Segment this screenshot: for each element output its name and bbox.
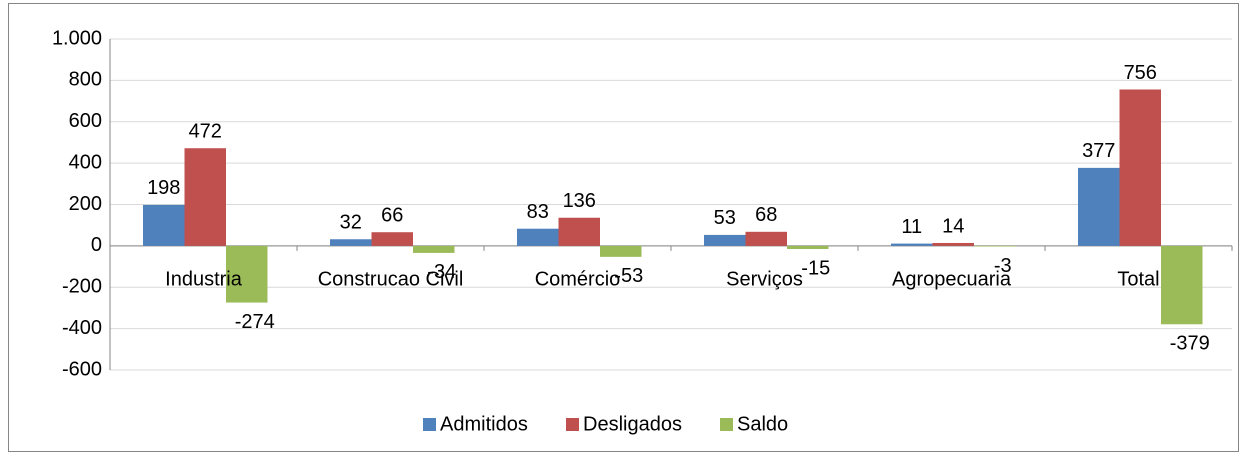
bar	[371, 232, 413, 246]
value-label: 53	[714, 207, 736, 229]
value-label: 472	[189, 121, 222, 143]
value-label: 377	[1082, 140, 1115, 162]
bar	[226, 245, 268, 303]
value-label: 32	[340, 212, 362, 234]
bar	[974, 245, 1016, 247]
bar	[517, 228, 559, 246]
bar	[413, 245, 455, 253]
value-label: 136	[563, 190, 596, 212]
x-tick-label: Industria	[165, 268, 243, 290]
bar	[600, 245, 642, 257]
x-tick-label: Construcao Civil	[318, 268, 464, 290]
value-label: 11	[901, 216, 922, 238]
value-label: 14	[942, 215, 964, 237]
legend-label: Admitidos	[440, 413, 528, 435]
value-label: -34	[427, 261, 456, 283]
bar	[1078, 167, 1120, 246]
bar	[704, 234, 746, 246]
y-tick-label: 600	[69, 110, 102, 132]
value-label: -53	[614, 265, 643, 287]
y-tick-label: -400	[62, 317, 102, 339]
value-label: 68	[755, 204, 777, 226]
x-tick-label: Agropecuaria	[892, 268, 1012, 290]
value-label: 83	[527, 201, 549, 223]
legend-swatch	[423, 418, 436, 431]
bar	[143, 204, 185, 246]
legend-label: Saldo	[737, 413, 788, 435]
x-tick-label: Total	[1117, 268, 1159, 290]
bar	[330, 239, 372, 246]
x-tick-label: Serviços	[726, 268, 803, 290]
y-tick-label: -200	[62, 276, 102, 298]
value-label: 66	[381, 205, 403, 227]
legend-swatch	[720, 418, 733, 431]
bar	[891, 243, 933, 246]
value-label: 198	[147, 177, 180, 199]
y-tick-label: 200	[69, 193, 102, 215]
y-tick-label: 0	[91, 234, 102, 256]
x-tick-label: Comércio	[535, 268, 621, 290]
bar	[745, 231, 787, 246]
value-label: -274	[235, 311, 275, 333]
y-tick-label: 1.000	[52, 27, 102, 49]
y-tick-label: -600	[62, 358, 102, 380]
bar	[932, 242, 974, 246]
bar	[184, 148, 226, 246]
y-tick-label: 400	[69, 151, 102, 173]
legend-swatch	[566, 418, 579, 431]
value-label: -3	[994, 255, 1012, 277]
bar	[1119, 89, 1161, 246]
bar	[1161, 245, 1203, 325]
legend-label: Desligados	[583, 413, 682, 435]
value-label: 756	[1124, 62, 1157, 84]
value-label: -379	[1170, 333, 1210, 355]
y-tick-label: 800	[69, 69, 102, 91]
bar	[787, 245, 829, 249]
value-label: -15	[801, 257, 830, 279]
bar	[558, 217, 600, 246]
